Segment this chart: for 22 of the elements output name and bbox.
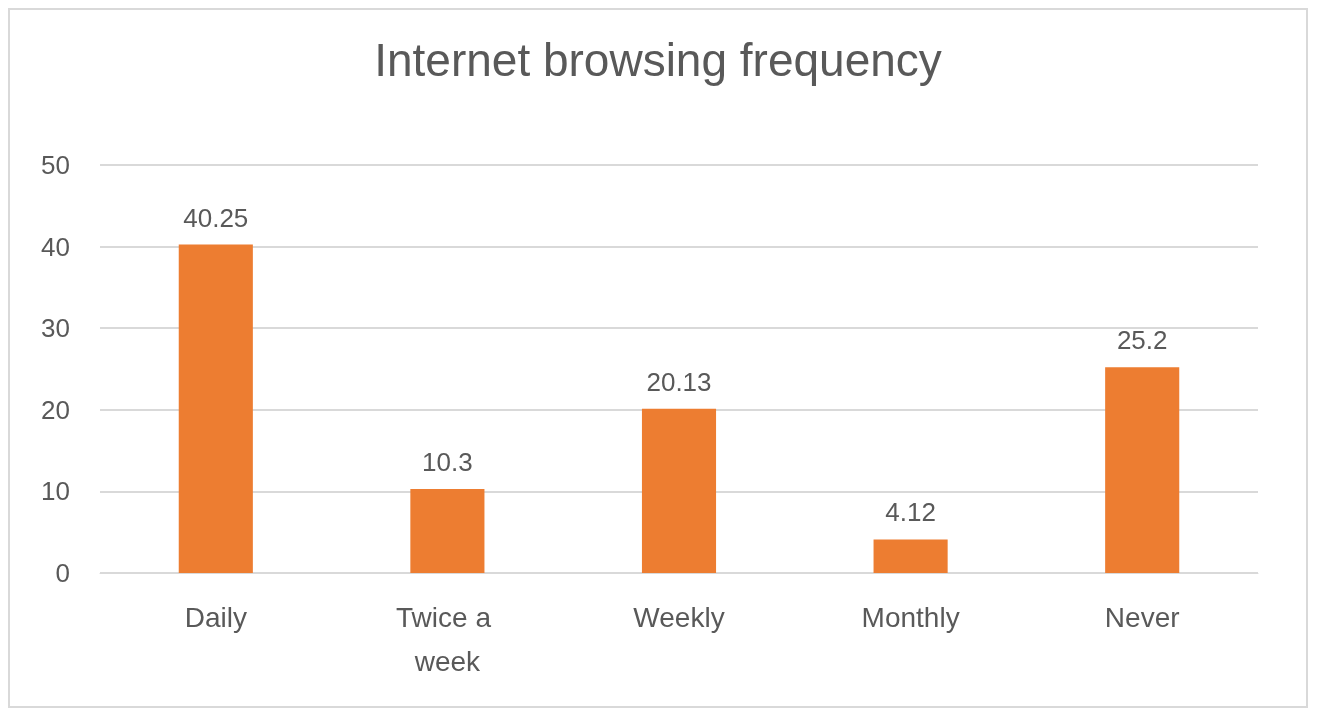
data-label: 20.13 — [646, 366, 712, 397]
bar — [641, 408, 717, 573]
y-tick-label: 30 — [41, 313, 70, 344]
bar — [410, 488, 485, 573]
bar — [178, 244, 253, 573]
data-label: 4.12 — [885, 497, 936, 528]
x-tick-label: Daily — [184, 601, 247, 633]
x-tick-label: Monthly — [861, 601, 960, 633]
x-tick-label: Twice a week — [396, 601, 499, 677]
y-tick-label: 0 — [55, 558, 70, 588]
x-tick-label: Weekly — [633, 601, 725, 633]
y-tick-label: 20 — [41, 394, 70, 425]
data-label: 25.2 — [1116, 325, 1168, 356]
bar — [873, 539, 948, 573]
y-tick-label: 40 — [41, 231, 70, 262]
data-label: 40.25 — [183, 202, 249, 233]
y-tick-label: 10 — [41, 476, 70, 507]
data-label: 10.3 — [422, 446, 473, 477]
chart-title: Internet browsing frequency — [374, 34, 942, 86]
x-tick-label: Never — [1104, 601, 1180, 633]
y-tick-label: 50 — [41, 150, 70, 180]
bar — [1105, 367, 1180, 573]
